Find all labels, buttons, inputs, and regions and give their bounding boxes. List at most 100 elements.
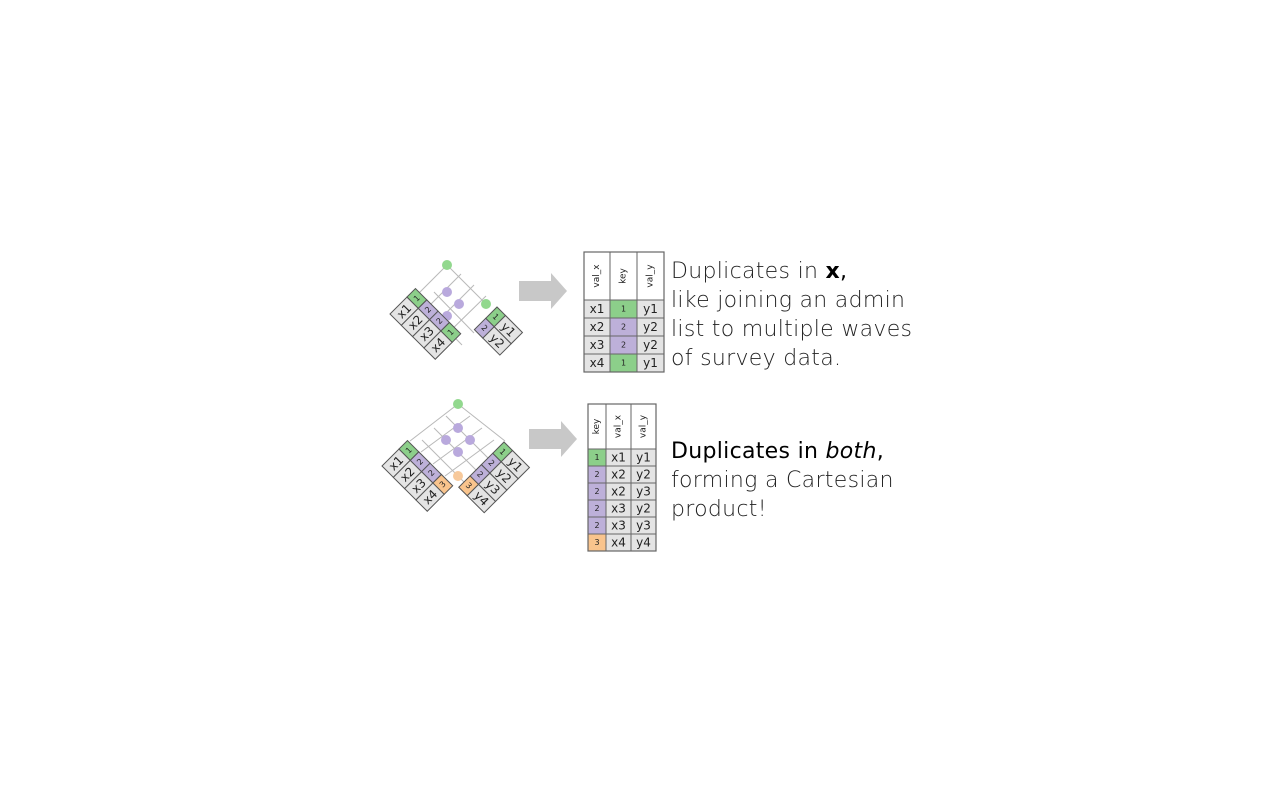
caption-duplicates-x: Duplicates in x, like joining an admin l… <box>671 257 912 373</box>
grid-line <box>421 439 471 489</box>
y-val-cell <box>466 483 497 514</box>
result-key-label: 2 <box>594 521 599 530</box>
match-dot <box>453 423 463 433</box>
grid-line <box>432 427 483 465</box>
result-key-label: 1 <box>594 453 599 462</box>
caption-x-highlight: x <box>825 259 841 284</box>
result-val-label: y2 <box>643 320 658 334</box>
result-val-label: x4 <box>611 536 626 550</box>
result-val-label: x3 <box>611 519 626 533</box>
result-header-cell <box>609 251 638 301</box>
match-dot <box>441 435 451 445</box>
caption-both-headline: Duplicates in both, <box>671 437 894 466</box>
y-key-label: 1 <box>498 447 508 457</box>
arrow-icon <box>519 273 567 309</box>
result-key-label: 2 <box>594 470 599 479</box>
result-val-label: y2 <box>643 338 658 352</box>
result-val-label: x4 <box>590 356 605 370</box>
result-table: key val_x val_y 1 x1 y1 2 x2 y2 2 x2 y3 2 x3 y2 2 x3 y3 3 x… <box>587 403 657 552</box>
caption-x-line-3: of survey data. <box>671 346 842 371</box>
match-dot <box>453 447 463 457</box>
caption-x-line-2: list to multiple waves <box>671 317 913 342</box>
caption-x-line-1: like joining an admin <box>671 288 906 313</box>
caption-x-suffix: , <box>840 259 848 284</box>
match-dot <box>481 299 491 309</box>
caption-x-prefix: Duplicates in <box>671 259 826 284</box>
result-header-label: val_x <box>592 264 602 288</box>
result-header-label: key <box>592 418 602 434</box>
match-dot <box>442 260 452 270</box>
x-key-label: 1 <box>404 445 414 455</box>
result-val-label: x1 <box>611 451 626 465</box>
grid-line <box>420 415 471 453</box>
result-val-label: y4 <box>636 536 651 550</box>
grid-line <box>444 439 495 477</box>
arrow-icon <box>529 421 577 457</box>
result-header-label: val_y <box>639 414 649 438</box>
x-key-label: 3 <box>438 479 448 489</box>
x-key-label: 2 <box>427 468 437 478</box>
y-key-label: 1 <box>491 312 501 322</box>
result-val-label: y2 <box>636 502 651 516</box>
result-key-label: 2 <box>594 504 599 513</box>
caption-both-highlight: both <box>825 439 877 464</box>
x-key-label: 2 <box>415 457 425 467</box>
caption-both-line-1: forming a Cartesian <box>671 468 894 493</box>
grid-line <box>457 403 506 442</box>
result-header-cell <box>630 403 657 450</box>
y-key-label: 2 <box>486 458 496 468</box>
result-key-label: 2 <box>621 323 626 332</box>
grid-line <box>409 403 459 442</box>
x-key-cell <box>432 473 454 495</box>
x-key-cell <box>440 321 462 343</box>
result-val-label: y1 <box>636 451 651 465</box>
match-dot <box>453 399 463 409</box>
result-val-label: x1 <box>590 302 605 316</box>
result-val-label: y3 <box>636 485 651 499</box>
caption-both-line-2: product! <box>671 497 767 522</box>
match-dot <box>465 435 475 445</box>
result-key-label: 2 <box>621 341 626 350</box>
result-val-label: x2 <box>611 485 626 499</box>
match-dot <box>442 287 452 297</box>
result-header-label: key <box>619 267 629 283</box>
match-dot <box>454 299 464 309</box>
grid-line <box>446 264 487 305</box>
caption-both-prefix: Duplicates in <box>671 439 826 464</box>
x-key-label: 2 <box>423 305 433 315</box>
result-val-label: x2 <box>590 320 605 334</box>
result-border <box>587 403 657 552</box>
match-dot <box>453 471 463 481</box>
result-key-label: 1 <box>621 305 626 314</box>
result-key-label: 1 <box>621 359 626 368</box>
x-key-label: 1 <box>412 293 422 303</box>
result-val-label: y3 <box>636 519 651 533</box>
result-key-label: 3 <box>594 538 599 547</box>
y-key-label: 2 <box>475 470 485 480</box>
y-val-cell <box>482 326 512 356</box>
result-table: val_x key val_y x1 1 y1 x2 2 y2 x3 2 y2 x4 1 y1 <box>583 251 665 373</box>
result-val-label: y1 <box>643 302 658 316</box>
x-key-label: 1 <box>446 327 456 337</box>
result-val-label: x3 <box>611 502 626 516</box>
result-border <box>583 251 665 373</box>
result-val-label: y2 <box>636 468 651 482</box>
x-key-label: 2 <box>435 316 445 326</box>
caption-both-suffix: , <box>876 439 885 464</box>
result-header-label: val_x <box>614 414 624 438</box>
result-header-label: val_y <box>646 264 656 288</box>
caption-duplicates-both: Duplicates in both, forming a Cartesian … <box>671 437 894 524</box>
grid-line <box>433 291 475 334</box>
result-val-label: y1 <box>643 356 658 370</box>
caption-x-headline: Duplicates in x, <box>671 257 912 286</box>
result-val-label: x2 <box>611 468 626 482</box>
y-key-label: 2 <box>479 323 489 333</box>
y-key-label: 3 <box>464 481 474 491</box>
result-key-label: 2 <box>594 487 599 496</box>
result-val-label: x3 <box>590 338 605 352</box>
